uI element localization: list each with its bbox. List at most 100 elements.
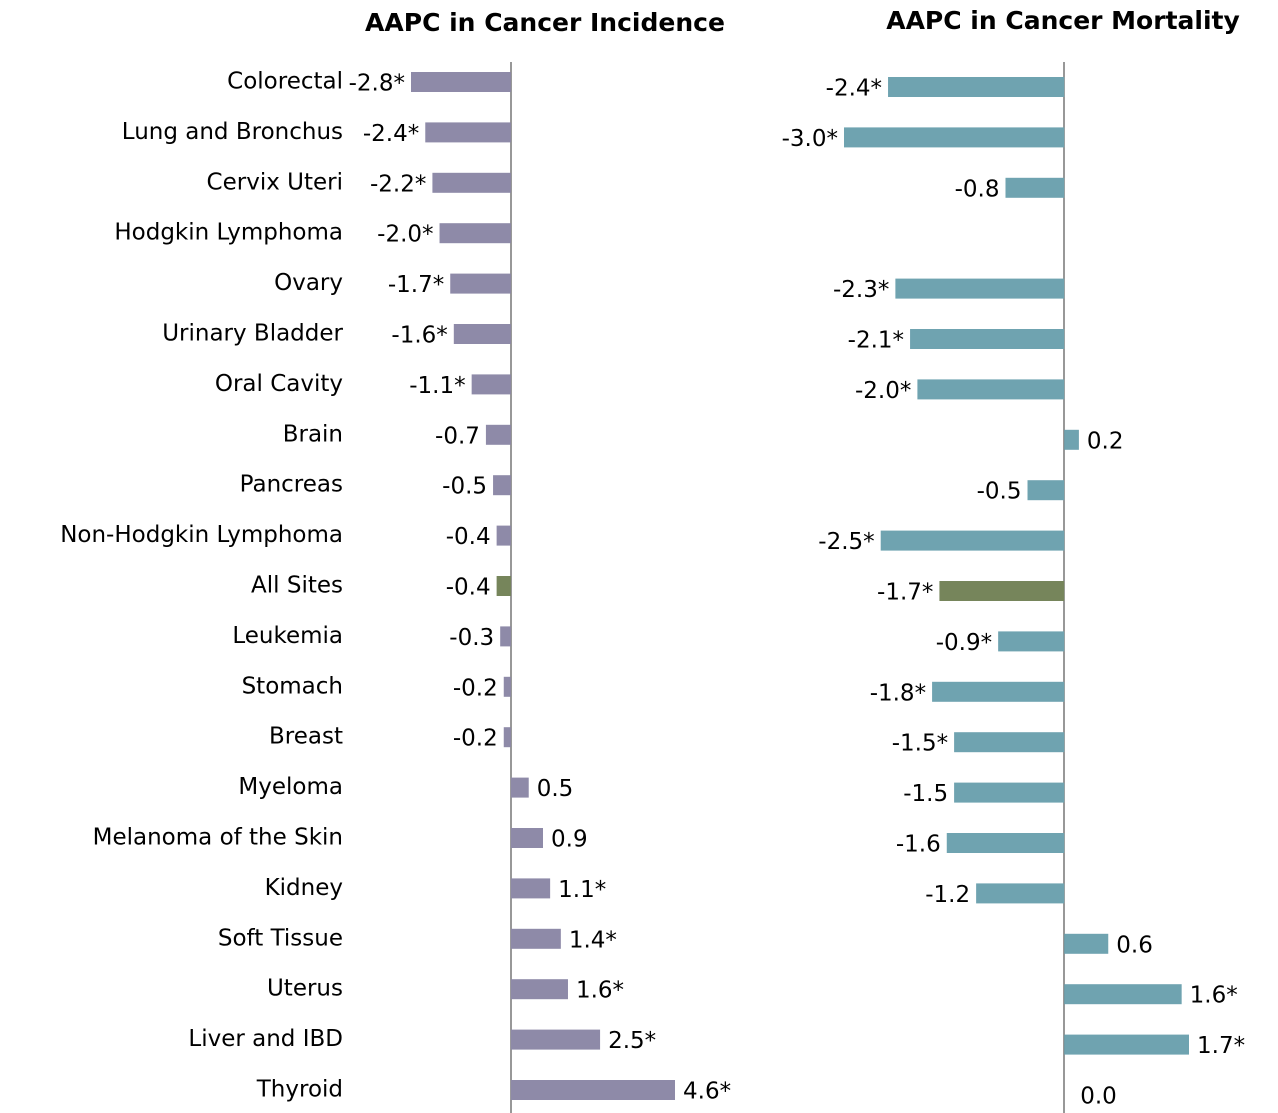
bar: [939, 581, 1065, 601]
value-label: -2.3*: [833, 277, 889, 303]
bar: [510, 878, 551, 899]
value-label: -2.1*: [848, 328, 904, 354]
bar: [471, 374, 511, 395]
category-label: Soft Tissue: [218, 925, 343, 951]
bar: [510, 1029, 601, 1050]
value-label: -1.6*: [391, 323, 447, 349]
bar: [932, 681, 1065, 702]
value-label: 1.7*: [1197, 1033, 1245, 1059]
value-label: -1.5*: [892, 731, 948, 757]
value-label: -0.5: [977, 479, 1022, 505]
bar: [496, 525, 511, 546]
category-label: Myeloma: [238, 774, 343, 800]
value-label: -2.4*: [363, 121, 419, 147]
value-label: -1.8*: [870, 680, 926, 706]
bar: [453, 324, 511, 344]
bar: [510, 979, 568, 1000]
category-label: Urinary Bladder: [162, 321, 343, 347]
value-label: -2.2*: [370, 171, 426, 197]
bar: [439, 223, 511, 244]
value-label: 1.6*: [576, 978, 624, 1004]
value-label: -0.4: [446, 575, 491, 601]
category-label: Uterus: [267, 976, 343, 1002]
bar: [1064, 933, 1109, 954]
bar: [998, 631, 1065, 652]
category-label: Thyroid: [256, 1077, 343, 1103]
value-label: -1.2: [925, 882, 970, 908]
value-label: -0.7: [435, 423, 480, 449]
value-label: -2.0*: [855, 378, 911, 404]
value-label: -0.3: [449, 625, 494, 651]
bar: [450, 273, 511, 294]
category-label: Ovary: [274, 270, 343, 296]
bar: [503, 676, 511, 697]
bar: [954, 732, 1065, 753]
bar: [946, 833, 1065, 853]
bar: [1064, 1034, 1189, 1055]
value-label: -2.4*: [826, 76, 882, 102]
category-label: Pancreas: [240, 472, 343, 498]
value-label: 1.6*: [1190, 983, 1238, 1009]
value-label: -1.5: [903, 781, 948, 807]
value-label: 0.6: [1116, 932, 1153, 958]
value-label: -1.7*: [877, 580, 933, 606]
bar: [503, 727, 511, 748]
bar: [493, 475, 511, 496]
bar: [510, 777, 529, 798]
value-label: -0.4: [446, 524, 491, 550]
value-label: 0.0: [1080, 1084, 1117, 1110]
bar: [888, 77, 1065, 97]
value-label: 0.9: [551, 827, 588, 853]
category-label: Liver and IBD: [188, 1026, 343, 1052]
value-label: -1.1*: [409, 373, 465, 399]
value-label: -1.7*: [388, 272, 444, 298]
value-label: -0.9*: [936, 630, 992, 656]
value-label: 1.4*: [569, 927, 617, 953]
chart-title: AAPC in Cancer Incidence: [365, 8, 725, 37]
value-label: -2.0*: [377, 222, 433, 248]
value-label: -0.2: [453, 726, 498, 752]
value-label: -3.0*: [782, 126, 838, 152]
bar: [844, 127, 1065, 148]
value-label: 0.2: [1087, 428, 1124, 454]
category-label: Lung and Bronchus: [122, 119, 343, 145]
category-label: Non-Hodgkin Lymphoma: [60, 522, 343, 548]
value-label: 0.5: [537, 776, 574, 802]
value-label: 2.5*: [608, 1028, 656, 1054]
bar: [880, 530, 1065, 551]
bar: [510, 1080, 675, 1100]
category-label: Kidney: [265, 875, 343, 901]
chart-title: AAPC in Cancer Mortality: [886, 6, 1240, 35]
category-label: Stomach: [242, 673, 343, 699]
bar: [500, 626, 511, 647]
bar: [496, 576, 511, 596]
category-label: Brain: [283, 421, 343, 447]
bar: [910, 329, 1065, 349]
bar: [485, 424, 511, 445]
bar: [1064, 429, 1079, 450]
category-label: Colorectal: [227, 69, 343, 95]
bar: [411, 72, 511, 92]
value-label: 4.6*: [683, 1079, 731, 1105]
bar: [510, 928, 561, 949]
bar: [425, 122, 511, 143]
value-label: -2.8*: [349, 71, 405, 97]
category-label: Oral Cavity: [215, 371, 343, 397]
bar: [510, 828, 543, 848]
value-label: -0.5: [442, 474, 487, 500]
category-label: All Sites: [251, 573, 343, 599]
value-label: 1.1*: [558, 877, 606, 903]
category-label: Cervix Uteri: [207, 169, 343, 195]
value-label: -1.6: [896, 832, 941, 858]
bar: [895, 278, 1065, 299]
bar: [1005, 177, 1065, 198]
category-label: Melanoma of the Skin: [93, 825, 343, 851]
value-label: -2.5*: [818, 529, 874, 555]
bar: [432, 172, 511, 193]
bar: [954, 782, 1065, 803]
bar: [917, 379, 1065, 400]
bar: [976, 883, 1065, 904]
value-label: -0.8: [955, 176, 1000, 202]
